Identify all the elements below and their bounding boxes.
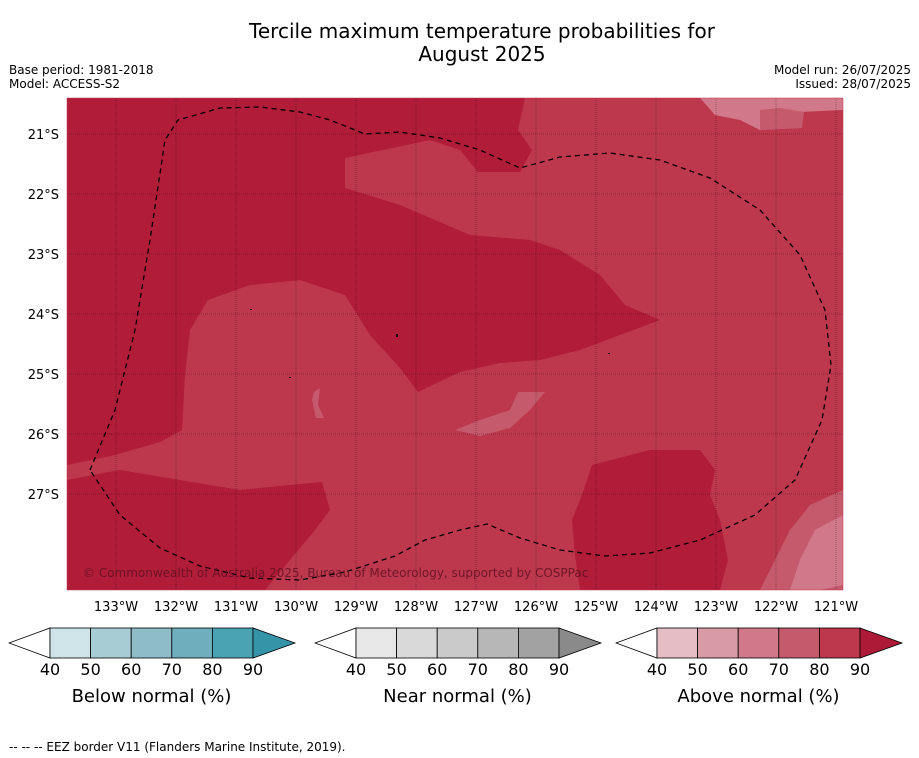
colorbar-tick: 90	[849, 660, 871, 679]
longitude-label: 129°W	[334, 600, 378, 615]
longitude-label: 133°W	[94, 600, 138, 615]
colorbar-under-triangle	[8, 627, 51, 659]
colorbar-2	[615, 627, 904, 659]
title-line-1: Tercile maximum temperature probabilitie…	[249, 19, 715, 43]
region-80-north-west	[67, 98, 660, 465]
longitude-label: 132°W	[154, 600, 198, 615]
longitude-label: 122°W	[754, 600, 798, 615]
colorbar-tick: 60	[728, 660, 749, 679]
eez-border	[89, 106, 832, 581]
latitude-label: 26°S	[28, 428, 59, 443]
latitude-label: 22°S	[28, 188, 59, 203]
model-name: Model: ACCESS-S2	[9, 77, 121, 91]
colorbar-tick: 90	[242, 660, 264, 679]
footer-note: -- -- -- EEZ border V11 (Flanders Marine…	[9, 740, 346, 754]
colorbar-1	[314, 627, 603, 659]
issued-date: Issued: 28/07/2025	[795, 77, 911, 91]
map-frame	[66, 97, 844, 591]
longitude-label: 121°W	[814, 600, 858, 615]
base-period: Base period: 1981-2018	[9, 63, 154, 77]
colorbar-segment	[211, 627, 254, 659]
colorbar-segment	[818, 627, 861, 659]
colorbar-under-triangle	[615, 627, 658, 659]
longitude-label: 126°W	[514, 600, 558, 615]
colorbar-segment	[90, 627, 132, 659]
latitude-labels: 21°S 22°S 23°S 24°S 25°S 26°S 27°S	[28, 128, 59, 503]
latitude-label: 27°S	[28, 488, 59, 503]
colorbar-tick: 50	[386, 660, 407, 679]
region-60-patch-east	[760, 108, 804, 130]
latitude-label: 25°S	[28, 368, 59, 383]
colorbar-segment	[130, 627, 173, 659]
longitude-label: 127°W	[454, 600, 498, 615]
colorbar-tick: 80	[809, 660, 830, 679]
colorbar-tick: 40	[345, 660, 367, 679]
colorbar-segment	[778, 627, 820, 659]
colorbar-under-triangle	[314, 627, 357, 659]
latitude-label: 21°S	[28, 128, 59, 143]
colorbar-segment	[436, 627, 479, 659]
colorbar-segment	[396, 627, 438, 659]
longitude-labels: 133°W 132°W 131°W 130°W 129°W 128°W 127°W 126°W…	[94, 600, 858, 615]
colorbar-segment	[697, 627, 739, 659]
colorbar-tick: 60	[121, 660, 142, 679]
colorbar-tick: 40	[39, 660, 61, 679]
probability-map: © Commonwealth of Australia 2025, Bureau…	[28, 97, 858, 615]
colorbar-segment	[171, 627, 213, 659]
longitude-label: 125°W	[574, 600, 618, 615]
longitude-label: 130°W	[274, 600, 318, 615]
colorbar-tick: 50	[687, 660, 708, 679]
longitude-label: 123°W	[694, 600, 738, 615]
model-run: Model run: 26/07/2025	[773, 63, 911, 77]
latitude-label: 24°S	[28, 308, 59, 323]
longitude-label: 128°W	[394, 600, 438, 615]
colorbar-segment	[49, 627, 91, 659]
colorbar-label: Near normal (%)	[383, 686, 532, 707]
copyright-text: © Commonwealth of Australia 2025, Bureau…	[83, 566, 588, 580]
colorbar-tick: 70	[768, 660, 789, 679]
colorbar-segment	[517, 627, 560, 659]
colorbar-label: Above normal (%)	[677, 686, 840, 707]
longitude-label: 124°W	[634, 600, 678, 615]
colorbar-tick: 80	[202, 660, 223, 679]
colorbar-label: Below normal (%)	[71, 686, 232, 707]
colorbar-segment	[477, 627, 519, 659]
map-fill	[67, 98, 843, 590]
colorbar-tick: 80	[508, 660, 529, 679]
colorbar-tick: 70	[161, 660, 182, 679]
region-50-south-east	[790, 515, 843, 590]
colorbar-tick: 90	[548, 660, 570, 679]
colorbar-tick: 70	[467, 660, 488, 679]
colorbar-over-triangle	[252, 627, 297, 659]
chart-title: Tercile maximum temperature probabilitie…	[0, 20, 919, 66]
meta-left: Base period: 1981-2018 Model: ACCESS-S2	[9, 63, 154, 91]
colorbar-segment	[355, 627, 397, 659]
colorbar-tick: 60	[427, 660, 448, 679]
latitude-label: 23°S	[28, 248, 59, 263]
colorbar-tick: 40	[646, 660, 668, 679]
islands	[250, 309, 610, 378]
region-80-south-west	[67, 470, 330, 590]
colorbar-segment	[737, 627, 780, 659]
colorbar-segment	[656, 627, 698, 659]
colorbar-tick: 50	[80, 660, 101, 679]
colorbar-0	[8, 627, 297, 659]
title-line-2: August 2025	[418, 42, 546, 66]
meta-right: Model run: 26/07/2025 Issued: 28/07/2025	[774, 63, 911, 91]
gridlines	[67, 98, 843, 590]
region-80-south-east	[572, 450, 728, 590]
region-60-small-patch	[455, 392, 545, 436]
colorbar-over-triangle	[558, 627, 603, 659]
colorbar-over-triangle	[859, 627, 904, 659]
longitude-label: 131°W	[214, 600, 258, 615]
region-60-sliver	[312, 388, 324, 418]
